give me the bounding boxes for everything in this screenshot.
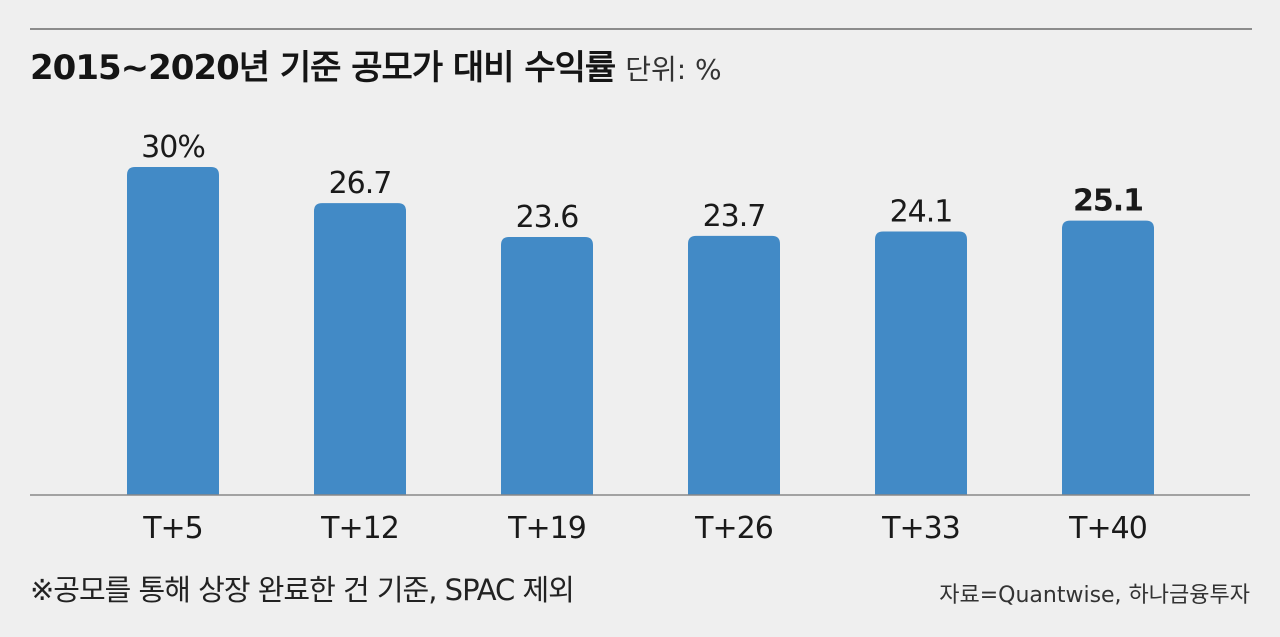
bar-t-plus-5: [127, 167, 219, 495]
data-label: 23.6: [516, 200, 579, 235]
data-label: 25.1: [1073, 184, 1143, 219]
bar-t-plus-19: [501, 236, 593, 495]
footnote: ※공모를 통해 상장 완료한 건 기준, SPAC 제외: [30, 573, 575, 607]
bar-t-plus-26: [688, 235, 780, 495]
chart-title: 2015~2020년 기준 공모가 대비 수익률: [30, 48, 616, 88]
x-tick-label: T+12: [320, 511, 399, 546]
bar-t-plus-33: [875, 231, 967, 496]
data-label: 23.7: [703, 199, 766, 234]
bar-t-plus-12: [314, 203, 406, 495]
unit-label: 단위: %: [625, 53, 722, 86]
source-note: 자료=Quantwise, 하나금융투자: [939, 583, 1250, 608]
bar-t-plus-40: [1062, 220, 1154, 495]
data-label: 24.1: [890, 195, 953, 230]
x-tick-label: T+40: [1068, 511, 1147, 546]
x-tick-label: T+19: [507, 511, 586, 546]
data-label: 30%: [141, 130, 205, 165]
title-row: 2015~2020년 기준 공모가 대비 수익률 단위: %: [30, 40, 722, 89]
x-tick-label: T+5: [142, 511, 203, 546]
x-tick-label: T+26: [694, 511, 773, 546]
x-tick-label: T+33: [881, 511, 960, 546]
top-rule: [30, 28, 1252, 30]
data-label: 26.7: [329, 166, 392, 201]
